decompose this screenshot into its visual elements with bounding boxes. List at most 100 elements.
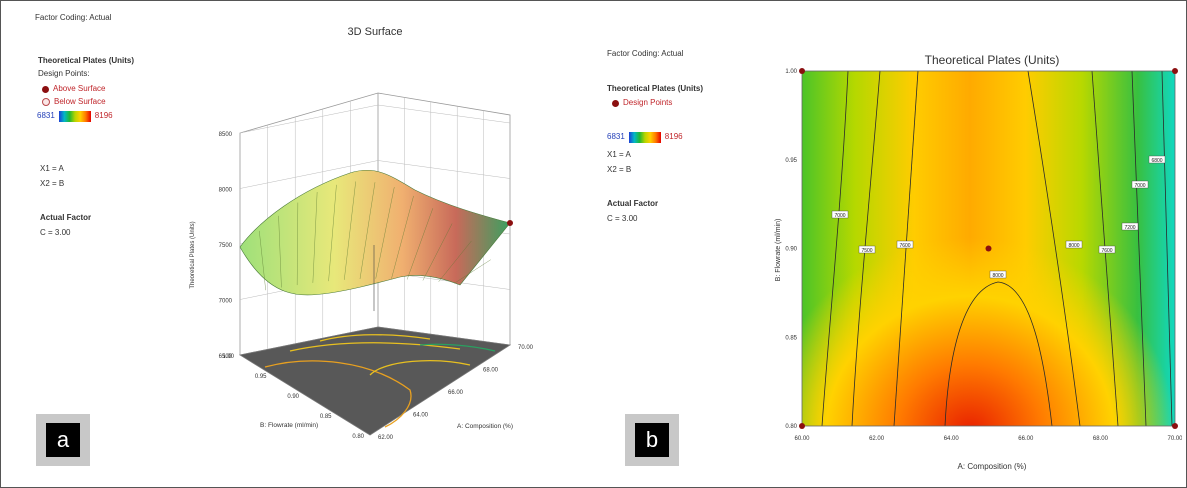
scale-min-a: 6831 bbox=[37, 111, 55, 120]
z-tick-label: 7500 bbox=[219, 243, 233, 249]
svg-text:6800: 6800 bbox=[1151, 158, 1162, 164]
contour-value-label: 7000 bbox=[831, 210, 849, 219]
z-axis-ticks: 6500 7000 7500 8000 8500 bbox=[219, 132, 233, 360]
panel-tag-a-frame: a bbox=[36, 414, 90, 466]
contour-value-label: 6800 bbox=[1148, 155, 1166, 164]
a-tick-label: 62.00 bbox=[378, 435, 394, 441]
a-tick-label: 64.00 bbox=[413, 413, 429, 419]
svg-text:7600: 7600 bbox=[1101, 248, 1112, 254]
surface-3d-chart: 3D Surface 6500 7000 7500 8000 8500 Theoreti… bbox=[190, 26, 534, 441]
contour-value-label: 8000 bbox=[1065, 240, 1083, 249]
a-axis-ticks: 62.00 64.00 66.00 68.00 70.00 bbox=[378, 345, 534, 441]
z-tick-label: 6500 bbox=[219, 354, 233, 360]
c-value-b: C = 3.00 bbox=[607, 214, 638, 223]
panel-tag-b: b bbox=[635, 423, 669, 457]
response-title-a: Theoretical Plates (Units) bbox=[38, 56, 135, 65]
b-tick-label: 0.85 bbox=[320, 414, 332, 420]
contour-y-label: B: Flowrate (ml/min) bbox=[775, 219, 782, 282]
contour-value-label: 7200 bbox=[1121, 222, 1139, 231]
below-surface-label: Below Surface bbox=[54, 97, 106, 106]
factor-coding-a: Factor Coding: Actual bbox=[35, 13, 112, 22]
contour-x-tick-label: 70.00 bbox=[1167, 436, 1182, 442]
z-tick-label: 8000 bbox=[219, 188, 233, 194]
contour-x-tick-label: 60.00 bbox=[794, 436, 810, 442]
contour-design-point bbox=[985, 245, 992, 252]
color-gradient-a bbox=[58, 110, 91, 122]
contour-x-ticks: 60.00 62.00 64.00 66.00 68.00 70.00 bbox=[794, 436, 1182, 442]
b-tick-label: 0.95 bbox=[255, 374, 267, 380]
contour-design-point bbox=[799, 423, 805, 429]
contour-value-label: 7600 bbox=[1098, 245, 1116, 254]
scale-min-b: 6831 bbox=[607, 132, 625, 141]
design-points-label-a: Design Points: bbox=[38, 69, 90, 78]
contour-chart: Theoretical Plates (Units) 7000 7500 7600 8… bbox=[775, 53, 1182, 471]
contour-x-tick-label: 66.00 bbox=[1018, 436, 1034, 442]
svg-text:7600: 7600 bbox=[899, 243, 910, 249]
below-surface-legend: Below Surface bbox=[42, 96, 106, 108]
plot-border bbox=[801, 70, 1176, 427]
design-point-marker-icon bbox=[612, 99, 619, 107]
z-tick-label: 8500 bbox=[219, 132, 233, 138]
design-points-label-b: Design Points bbox=[623, 98, 673, 107]
above-surface-marker-icon bbox=[42, 85, 49, 93]
contour-design-point bbox=[1172, 423, 1178, 429]
svg-text:8000: 8000 bbox=[992, 273, 1003, 279]
contour-value-labels: 7000 7500 7600 8000 8000 7600 7200 7000 6800 bbox=[831, 155, 1166, 279]
below-surface-marker-icon bbox=[42, 98, 50, 106]
floor-contour-plane bbox=[238, 326, 512, 436]
contour-y-ticks: 0.80 0.85 0.90 0.95 1.00 bbox=[785, 69, 797, 430]
design-point-above-marker bbox=[507, 220, 513, 226]
contour-y-tick-label: 0.95 bbox=[785, 158, 797, 164]
a-axis-label: A: Composition (%) bbox=[457, 423, 513, 430]
color-scale-b: 6831 8196 bbox=[607, 131, 683, 143]
contour-title: Theoretical Plates (Units) bbox=[925, 53, 1060, 67]
design-points-legend-b: Design Points bbox=[612, 97, 672, 109]
x2-mapping-b: X2 = B bbox=[607, 165, 632, 174]
a-tick-label: 66.00 bbox=[448, 390, 464, 396]
a-tick-label: 68.00 bbox=[483, 368, 499, 374]
surface-title: 3D Surface bbox=[347, 26, 402, 38]
b-tick-label: 1.00 bbox=[222, 354, 234, 360]
contour-value-label: 7000 bbox=[1131, 180, 1149, 189]
design-point-projection bbox=[372, 311, 376, 315]
contour-design-point bbox=[1172, 68, 1178, 74]
contour-value-label: 7500 bbox=[858, 245, 876, 254]
x1-mapping-b: X1 = A bbox=[607, 150, 631, 159]
contour-design-points bbox=[799, 68, 1178, 429]
svg-text:7500: 7500 bbox=[861, 248, 872, 254]
contour-design-point bbox=[799, 68, 805, 74]
x1-mapping-a: X1 = A bbox=[40, 164, 64, 173]
above-surface-legend: Above Surface bbox=[42, 83, 105, 95]
contour-y-tick-label: 0.90 bbox=[785, 247, 797, 253]
contour-value-label: 8000 bbox=[989, 270, 1007, 279]
actual-factor-b: Actual Factor bbox=[607, 199, 659, 208]
c-value-a: C = 3.00 bbox=[40, 228, 71, 237]
contour-x-tick-label: 62.00 bbox=[869, 436, 885, 442]
scale-max-a: 8196 bbox=[94, 111, 113, 120]
actual-factor-a: Actual Factor bbox=[40, 213, 92, 222]
a-tick-label: 70.00 bbox=[518, 345, 534, 351]
contour-lines bbox=[821, 70, 1173, 427]
svg-text:7000: 7000 bbox=[834, 213, 845, 219]
b-tick-label: 0.90 bbox=[287, 394, 299, 400]
contour-value-label: 7600 bbox=[896, 240, 914, 249]
contour-x-tick-label: 68.00 bbox=[1093, 436, 1109, 442]
response-title-b: Theoretical Plates (Units) bbox=[607, 84, 704, 93]
z-axis-label: Theoretical Plates (Units) bbox=[190, 221, 196, 288]
contour-x-tick-label: 64.00 bbox=[944, 436, 960, 442]
contour-y-tick-label: 0.85 bbox=[785, 335, 797, 341]
z-tick-label: 7000 bbox=[219, 299, 233, 305]
svg-text:7000: 7000 bbox=[1134, 183, 1145, 189]
b-axis-ticks: 1.00 0.95 0.90 0.85 0.80 bbox=[222, 354, 364, 440]
contour-x-label: A: Composition (%) bbox=[958, 462, 1027, 471]
surface-mesh bbox=[259, 181, 491, 291]
color-gradient-b bbox=[628, 131, 661, 143]
above-surface-label: Above Surface bbox=[53, 84, 106, 93]
color-scale-a: 6831 8196 bbox=[37, 110, 113, 122]
panel-tag-a: a bbox=[46, 423, 80, 457]
floor-contours bbox=[264, 334, 496, 428]
contour-y-tick-label: 0.80 bbox=[785, 424, 797, 430]
b-tick-label: 0.80 bbox=[352, 434, 364, 440]
b-axis-label: B: Flowrate (ml/min) bbox=[260, 422, 318, 429]
svg-text:7200: 7200 bbox=[1124, 225, 1135, 231]
